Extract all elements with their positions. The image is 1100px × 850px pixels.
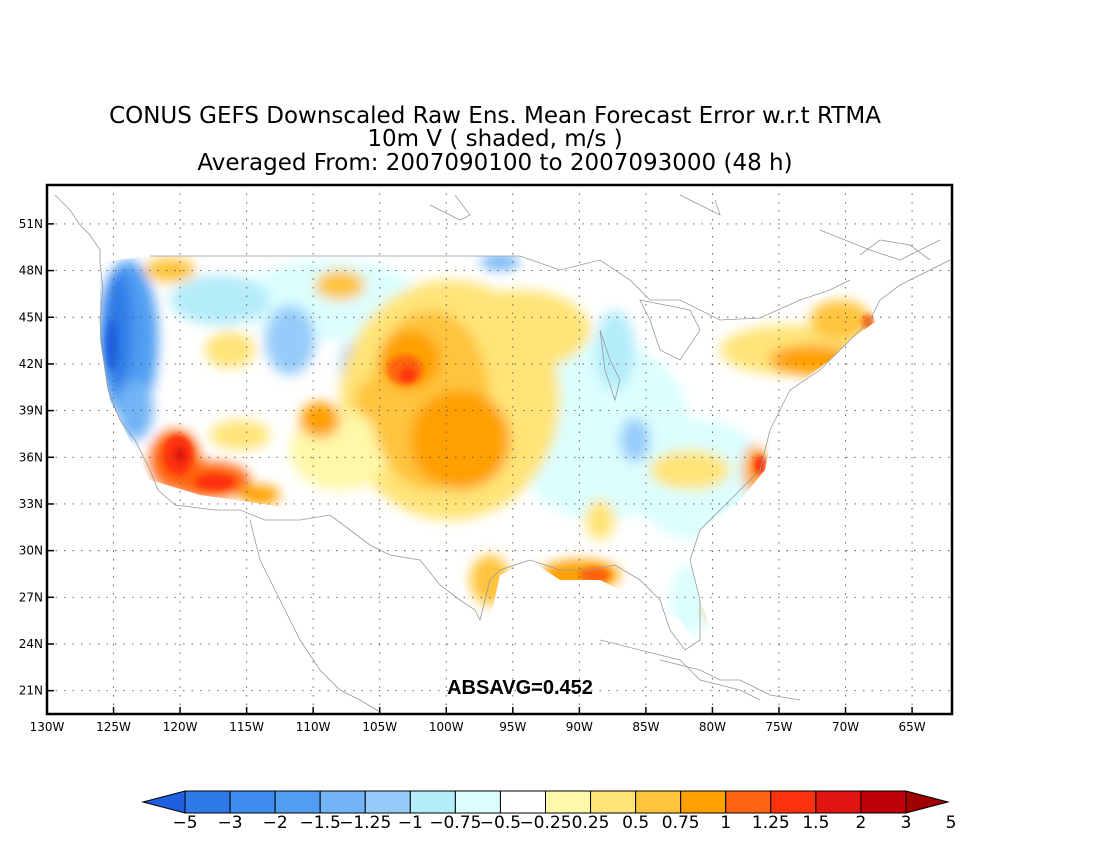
lon-tick-label: 110W	[296, 720, 331, 734]
lon-tick-label: 100W	[429, 720, 464, 734]
colorbar-swatch	[545, 790, 592, 814]
lat-tick-label: 42N	[19, 357, 43, 371]
colorbar-label: −1.25	[339, 813, 391, 833]
colorbar-label: 1	[720, 813, 731, 833]
colorbar-label: −0.5	[480, 813, 521, 833]
colorbar-min-arrow	[141, 790, 186, 814]
colorbar-swatch	[184, 790, 231, 814]
colorbar-label: −2	[263, 813, 288, 833]
colorbar: −5 −3 −2 −1.5−1.25 −1 −0.75−0.5−0.25 0.25 0.5 0.…	[141, 790, 957, 833]
map-frame-border	[45, 183, 954, 716]
colorbar-swatch	[815, 790, 862, 814]
colorbar-label: −0.75	[429, 813, 481, 833]
lon-tick-label: 125W	[96, 720, 131, 734]
lon-tick-label: 80W	[699, 720, 726, 734]
colorbar-label: −1	[398, 813, 423, 833]
lat-tick-label: 27N	[19, 590, 43, 604]
lat-tick-label: 45N	[19, 310, 43, 324]
colorbar-swatch	[274, 790, 321, 814]
lon-tick-label: 85W	[632, 720, 659, 734]
colorbar-swatch	[725, 790, 772, 814]
lon-tick-label: 65W	[899, 720, 926, 734]
colorbar-label: 3	[901, 813, 912, 833]
lon-tick-label: 75W	[765, 720, 792, 734]
lon-tick-label: 120W	[163, 720, 198, 734]
colorbar-label: 2	[856, 813, 867, 833]
colorbar-swatch	[680, 790, 727, 814]
colorbar-label: 0.25	[572, 813, 610, 833]
lat-tick-label: 36N	[19, 450, 43, 464]
lat-tick-label: 21N	[19, 684, 43, 698]
colorbar-swatch	[499, 790, 546, 814]
lat-tick-label: 24N	[19, 637, 43, 651]
colorbar-swatch	[319, 790, 366, 814]
colorbar-label: −1.5	[300, 813, 341, 833]
colorbar-label: 5	[946, 813, 957, 833]
lat-tick-label: 51N	[19, 217, 43, 231]
coastline-outline	[54, 194, 951, 713]
chart-title-line-3: Averaged From: 2007090100 to 2007093000 …	[197, 150, 793, 176]
colorbar-swatch	[454, 790, 501, 814]
colorbar-swatch	[860, 790, 907, 814]
lat-tick-label: 48N	[19, 264, 43, 278]
lon-tick-label: 115W	[229, 720, 264, 734]
lat-tick-label: 33N	[19, 497, 43, 511]
lon-tick-label: 95W	[499, 720, 526, 734]
colorbar-label: 0.75	[662, 813, 700, 833]
absavg-label: ABSAVG=0.452	[447, 677, 593, 699]
colorbar-swatch	[364, 790, 411, 814]
map-axes: 51N 48N 45N 42N 39N 36N 33N 30N 27N 24N 21N 130W 125…	[19, 217, 926, 734]
colorbar-label: 1.5	[802, 813, 829, 833]
map-grid	[47, 185, 952, 714]
colorbar-swatch	[229, 790, 276, 814]
lon-tick-label: 130W	[30, 720, 65, 734]
colorbar-label: −5	[172, 813, 197, 833]
colorbar-max-arrow	[905, 790, 950, 814]
lon-tick-label: 105W	[362, 720, 397, 734]
colorbar-swatch	[635, 790, 682, 814]
colorbar-label: −0.25	[519, 813, 571, 833]
lon-tick-label: 90W	[566, 720, 593, 734]
colorbar-swatch	[409, 790, 456, 814]
colorbar-label: −3	[218, 813, 243, 833]
colorbar-label: 0.5	[622, 813, 649, 833]
chart-title-line-1: CONUS GEFS Downscaled Raw Ens. Mean Fore…	[109, 103, 881, 129]
colorbar-swatch	[770, 790, 817, 814]
colorbar-label: 1.25	[752, 813, 790, 833]
lat-tick-label: 39N	[19, 404, 43, 418]
lon-tick-label: 70W	[832, 720, 859, 734]
chart-title-line-2: 10m V ( shaded, m/s )	[367, 126, 623, 152]
colorbar-swatch	[590, 790, 637, 814]
lat-tick-label: 30N	[19, 544, 43, 558]
